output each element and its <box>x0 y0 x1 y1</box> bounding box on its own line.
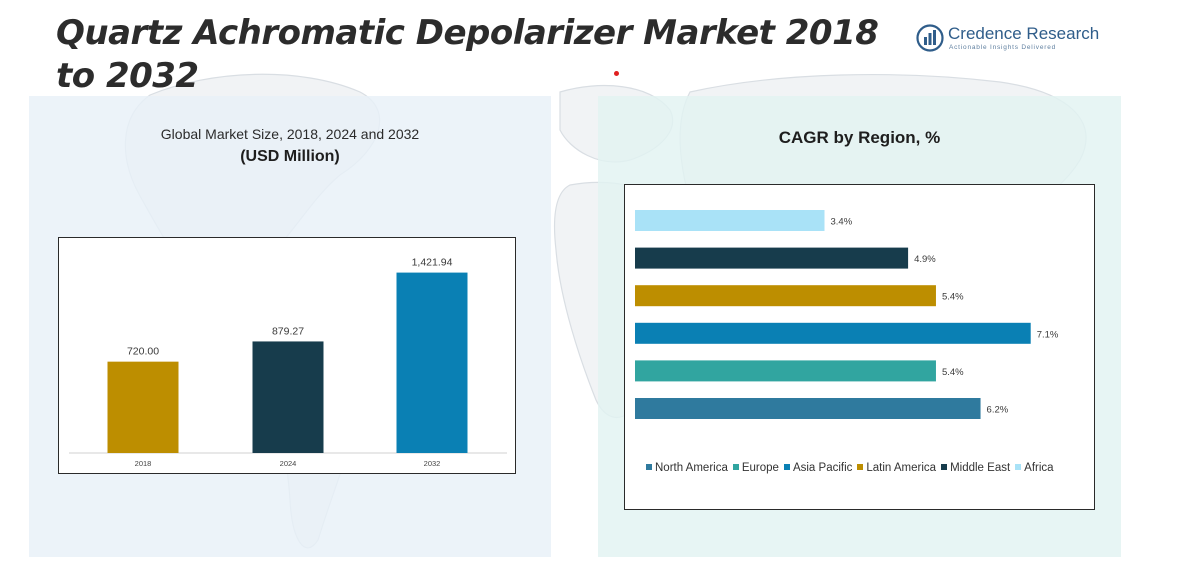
brand-logo[interactable]: Credence Research Actionable Insights De… <box>916 22 1116 56</box>
cagr-data-label: 6.2% <box>987 405 1009 416</box>
cagr-bar <box>635 247 909 269</box>
cagr-bar <box>635 322 1031 344</box>
location-marker <box>614 71 619 76</box>
cagr-data-label: 5.4% <box>942 367 964 378</box>
legend-item: North America <box>646 462 728 474</box>
cagr-bar <box>635 210 825 231</box>
market-size-data-label: 1,421.94 <box>412 257 453 269</box>
cagr-legend: North America Europe Asia Pacific Latin Ame… <box>646 462 1092 474</box>
legend-swatch <box>646 464 652 470</box>
legend-item: Latin America <box>857 462 936 474</box>
legend-swatch <box>857 464 864 470</box>
legend-swatch <box>941 464 948 470</box>
cagr-bar <box>635 285 936 307</box>
cagr-data-label: 3.4% <box>830 217 852 228</box>
brand-name: Credence Research <box>948 24 1100 43</box>
cagr-data-label: 4.9% <box>914 254 936 265</box>
legend-item: Asia Pacific <box>783 462 853 474</box>
cagr-data-label: 7.1% <box>1037 329 1059 340</box>
legend-label: Middle East <box>950 462 1011 474</box>
market-size-data-label: 879.27 <box>272 325 304 337</box>
market-size-chart: 720.00 2018 879.27 2024 1,421.94 2032 <box>58 237 516 474</box>
bar-chart-logo-icon <box>916 24 944 52</box>
legend-label: North America <box>655 462 728 474</box>
legend-item: Middle East <box>941 462 1010 474</box>
market-size-chart-title: Global Market Size, 2018, 2024 and 2032 <box>160 126 420 142</box>
cagr-chart-svg: 3.4% 4.9% 5.4% 7.1% 5.4% 6.2% <box>635 210 1059 419</box>
market-size-bar <box>396 272 468 453</box>
legend-label: Africa <box>1024 462 1054 474</box>
market-size-tick-label: 2018 <box>135 459 152 468</box>
market-size-bar <box>252 341 324 453</box>
cagr-chart: 3.4% 4.9% 5.4% 7.1% 5.4% 6.2% North America Eu… <box>624 184 1095 510</box>
legend-swatch <box>783 464 790 470</box>
market-size-data-label: 720.00 <box>127 346 159 358</box>
cagr-bar <box>635 398 981 419</box>
market-size-chart-subtitle: (USD Million) <box>240 148 340 165</box>
legend-swatch <box>1015 464 1022 470</box>
brand-tagline: Actionable Insights Delivered <box>949 44 1057 51</box>
legend-item: Africa <box>1015 462 1054 474</box>
market-size-tick-label: 2024 <box>280 459 297 468</box>
legend-swatch <box>732 464 739 470</box>
legend-label: Asia Pacific <box>792 462 853 474</box>
legend-label: Latin America <box>866 462 937 474</box>
cagr-bar <box>635 360 936 382</box>
page-title: Quartz Achromatic Depolarizer Market 201… <box>56 13 879 96</box>
market-size-chart-svg: 720.00 2018 879.27 2024 1,421.94 2032 <box>69 257 507 468</box>
cagr-chart-title: CAGR by Region, % <box>778 128 941 147</box>
market-size-bar <box>107 361 179 453</box>
legend-label: Europe <box>741 462 779 474</box>
cagr-data-label: 5.4% <box>942 292 964 303</box>
legend-item: Europe <box>732 462 779 474</box>
market-size-tick-label: 2032 <box>424 459 441 468</box>
